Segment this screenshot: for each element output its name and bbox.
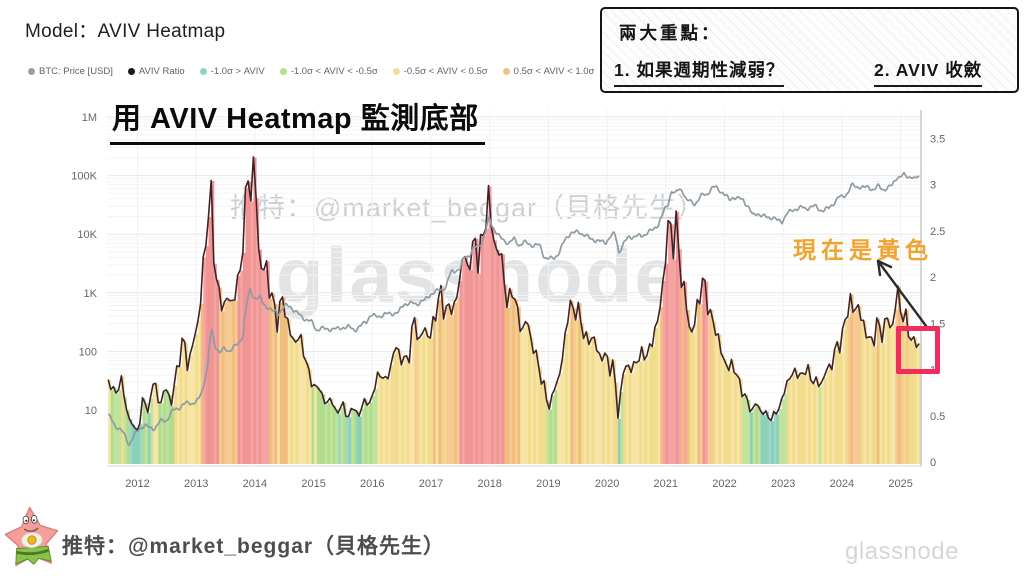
svg-text:2013: 2013 — [184, 478, 208, 490]
svg-text:2015: 2015 — [301, 478, 325, 490]
svg-text:100K: 100K — [71, 171, 97, 183]
legend-dot-icon — [502, 68, 510, 75]
legend-dot-icon — [199, 68, 207, 75]
legend-label: -0.5σ < AVIV < 0.5σ — [403, 66, 488, 77]
legend-item-0[interactable]: BTC: Price [USD] — [28, 66, 113, 77]
page-title: Model：AVIV Heatmap — [25, 21, 226, 42]
legend-dot-icon — [279, 68, 287, 75]
svg-text:1M: 1M — [82, 112, 97, 124]
legend-item-3[interactable]: -1.0σ < AVIV < -0.5σ — [279, 66, 378, 77]
svg-text:3: 3 — [930, 180, 936, 192]
svg-text:0: 0 — [930, 457, 936, 469]
svg-text:2025: 2025 — [888, 478, 912, 490]
svg-text:2016: 2016 — [360, 478, 384, 490]
footer-twitter-handle: 推特：@market_beggar（貝格先生） — [62, 535, 446, 558]
legend-item-1[interactable]: AVIV Ratio — [127, 66, 185, 77]
svg-text:2012: 2012 — [125, 478, 149, 490]
svg-text:2017: 2017 — [419, 478, 443, 490]
legend-dot-icon — [392, 68, 400, 75]
svg-text:10K: 10K — [77, 229, 97, 241]
svg-text:0.5: 0.5 — [930, 411, 945, 423]
note-title: 兩大重點： — [619, 23, 722, 43]
svg-text:2020: 2020 — [595, 478, 619, 490]
aviv-ratio-outline — [107, 156, 920, 431]
legend-label: -1.0σ > AVIV — [210, 66, 265, 77]
svg-text:3.5: 3.5 — [930, 133, 945, 145]
chart-legend: BTC: Price [USD] AVIV Ratio -1.0σ > AVIV -1… — [28, 66, 671, 77]
svg-text:2: 2 — [930, 272, 936, 284]
svg-text:2023: 2023 — [771, 478, 795, 490]
footer-glassnode-logo: glassnode — [845, 538, 959, 565]
legend-dot-icon — [127, 68, 135, 75]
legend-item-5[interactable]: 0.5σ < AVIV < 1.0σ — [502, 66, 595, 77]
annotation-current-color: 現在是黃色 — [793, 237, 933, 263]
legend-dot-icon — [28, 68, 35, 75]
chart-heading: 用 AVIV Heatmap 監測底部 — [110, 95, 485, 145]
note-point-1: 1. 如果週期性減弱？ — [614, 57, 785, 87]
svg-text:2022: 2022 — [712, 478, 736, 490]
svg-text:2019: 2019 — [536, 478, 560, 490]
legend-label: -1.0σ < AVIV < -0.5σ — [290, 66, 378, 77]
watermark-twitter-handle: 推特：@market_beggar（貝格先生） — [230, 193, 706, 223]
legend-item-2[interactable]: -1.0σ > AVIV — [199, 66, 265, 77]
annotation-arrow — [876, 259, 930, 331]
btc-price-line — [108, 171, 920, 447]
svg-text:2014: 2014 — [243, 478, 267, 490]
svg-text:2021: 2021 — [654, 478, 678, 490]
svg-text:2024: 2024 — [830, 478, 854, 490]
legend-label: 0.5σ < AVIV < 1.0σ — [513, 66, 595, 77]
svg-text:1K: 1K — [84, 288, 98, 300]
svg-text:100: 100 — [79, 346, 97, 358]
svg-text:2018: 2018 — [477, 478, 501, 490]
legend-label: AVIV Ratio — [138, 66, 185, 77]
svg-text:2.5: 2.5 — [930, 226, 945, 238]
legend-item-4[interactable]: -0.5σ < AVIV < 0.5σ — [392, 66, 488, 77]
svg-text:10: 10 — [85, 405, 97, 417]
highlight-red-box — [896, 326, 940, 374]
patrick-star-mascot — [4, 506, 59, 567]
aviv-heat-stripes — [108, 157, 921, 465]
note-point-2: 2. AVIV 收斂 — [874, 57, 983, 87]
handwritten-note-box: 兩大重點： 1. 如果週期性減弱？ 2. AVIV 收斂 — [600, 7, 1019, 93]
legend-label: BTC: Price [USD] — [39, 66, 113, 77]
